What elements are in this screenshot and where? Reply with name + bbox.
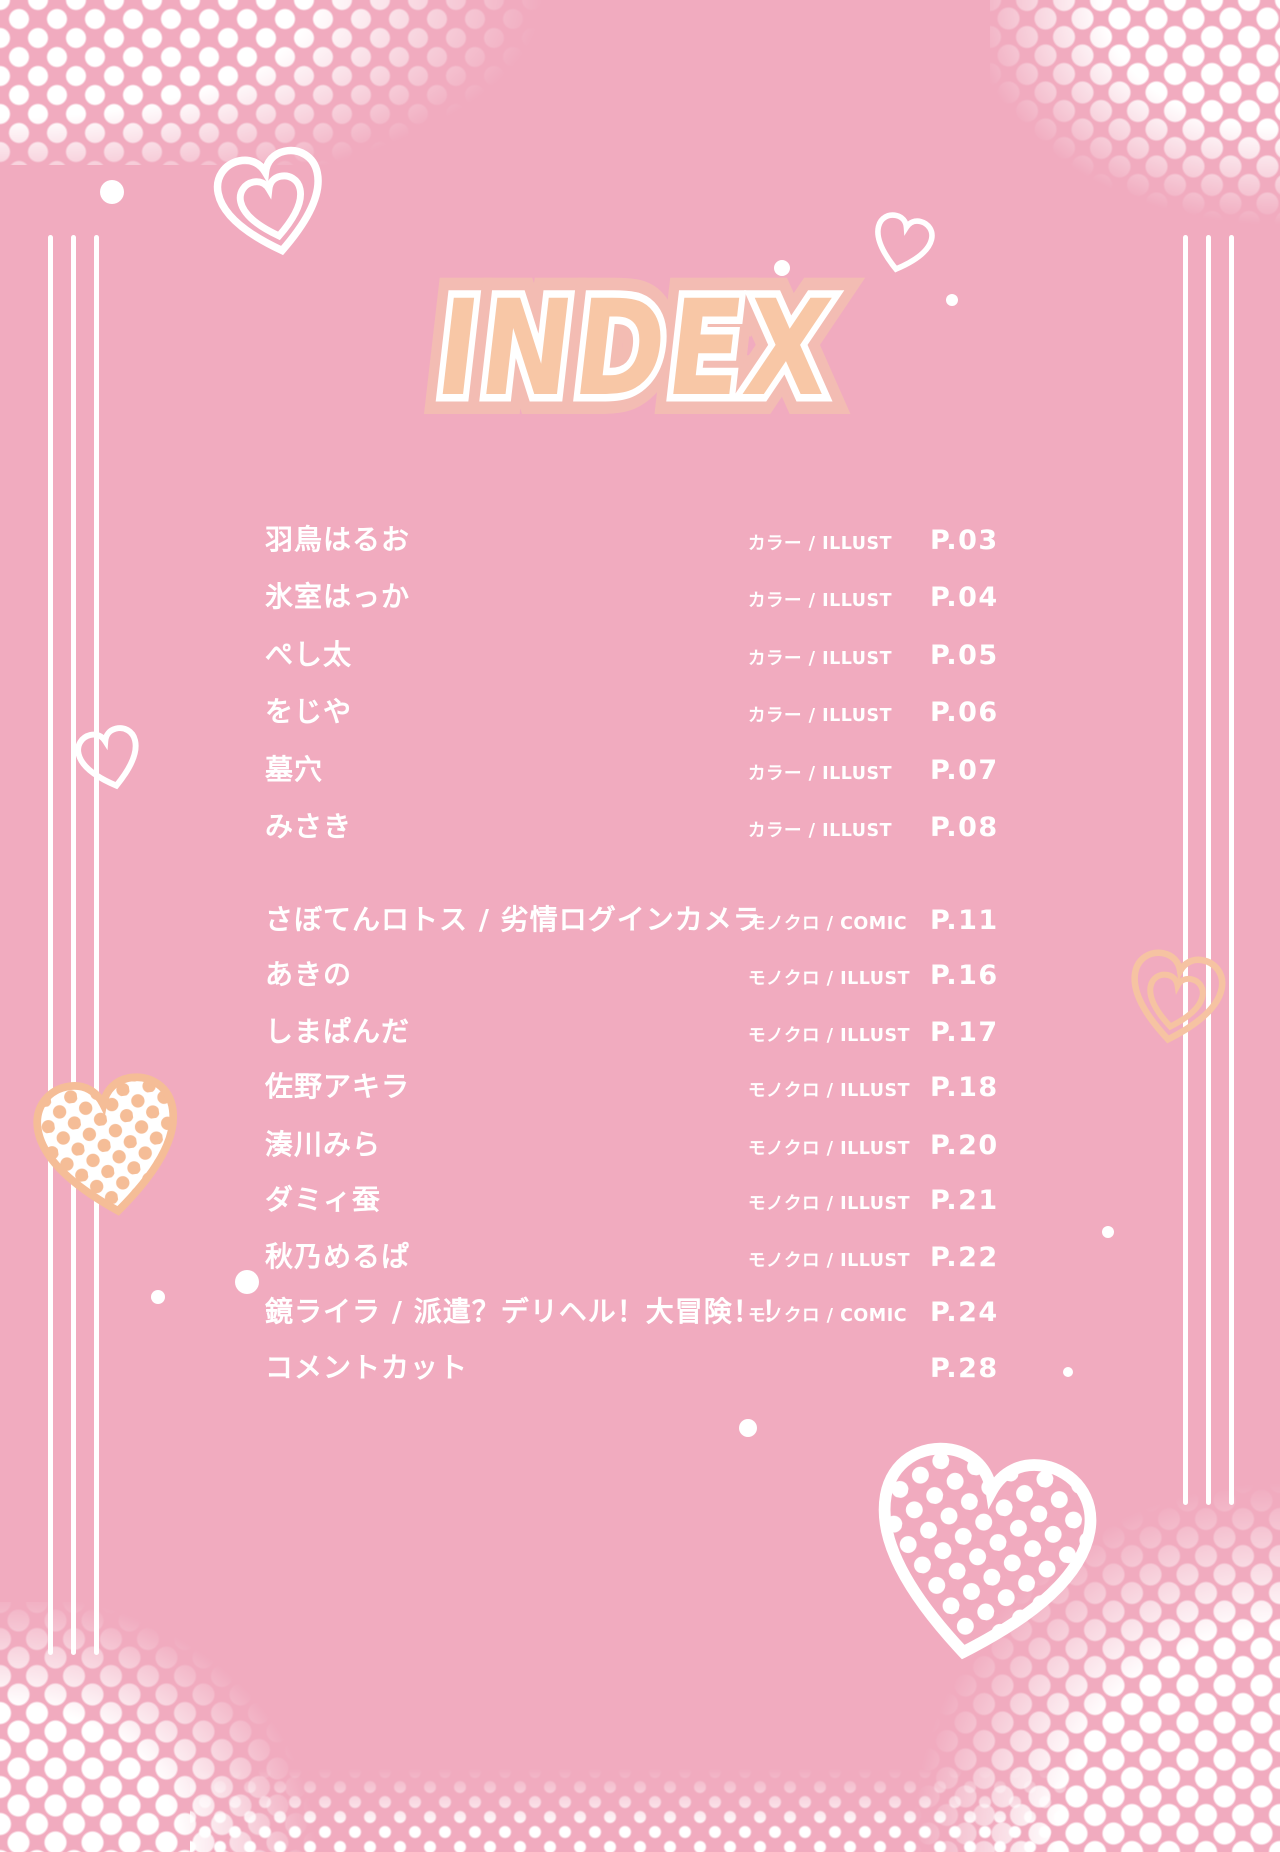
entry-name: をじや bbox=[265, 695, 353, 728]
entry-page: P.18 bbox=[930, 1072, 999, 1103]
entry-page: P.16 bbox=[930, 960, 999, 991]
heart-double-outline-peach-icon bbox=[1117, 942, 1233, 1058]
index-row: しまぱんだ モノクロ / ILLUST P.17 bbox=[265, 1010, 1045, 1050]
entry-page: P.24 bbox=[930, 1297, 999, 1328]
title-white-ring: INDEX bbox=[429, 272, 841, 426]
entry-page: P.06 bbox=[930, 697, 999, 728]
heart-outline-icon bbox=[70, 720, 150, 800]
entry-name: 羽鳥はるお bbox=[265, 523, 411, 556]
entry-category: モノクロ / ILLUST bbox=[748, 1194, 911, 1214]
entry-page: P.03 bbox=[930, 525, 999, 556]
index-row: みさき カラー / ILLUST P.08 bbox=[265, 805, 1045, 845]
entry-category: カラー / ILLUST bbox=[748, 764, 893, 784]
entry-page: P.28 bbox=[930, 1353, 999, 1384]
page-title: INDEX INDEX INDEX bbox=[411, 254, 859, 444]
entry-category: カラー / ILLUST bbox=[748, 534, 893, 554]
heart-polkadot-peach-icon bbox=[22, 1062, 197, 1237]
entry-category: モノクロ / ILLUST bbox=[748, 1081, 911, 1101]
entry-name: ぺし太 bbox=[265, 638, 353, 671]
heart-double-outline-icon bbox=[204, 137, 340, 273]
index-row: 佐野アキラ モノクロ / ILLUST P.18 bbox=[265, 1065, 1045, 1105]
index-row: 羽鳥はるお カラー / ILLUST P.03 bbox=[265, 518, 1045, 558]
entry-page: P.05 bbox=[930, 640, 999, 671]
entry-name: しまぱんだ bbox=[265, 1015, 411, 1048]
sparkle-dot bbox=[151, 1290, 165, 1304]
title-fill: INDEX bbox=[429, 272, 841, 426]
entry-page: P.07 bbox=[930, 755, 999, 786]
index-row: 秋乃めるぱ モノクロ / ILLUST P.22 bbox=[265, 1235, 1045, 1275]
entry-category: モノクロ / COMIC bbox=[748, 1306, 908, 1326]
entry-name: みさき bbox=[265, 810, 353, 843]
index-row: 鏡ライラ / 派遣？デリヘル！大冒険！！ モノクロ / COMIC P.24 bbox=[265, 1290, 1045, 1330]
entry-page: P.20 bbox=[930, 1130, 999, 1161]
sparkle-dot bbox=[235, 1270, 259, 1294]
entry-page: P.11 bbox=[930, 905, 999, 936]
entry-name: さぼてんロトス / 劣情ログインカメラ bbox=[265, 903, 762, 936]
entry-name: 氷室はっか bbox=[265, 580, 411, 613]
title-halo: INDEX bbox=[429, 272, 841, 426]
entry-name: 墓穴 bbox=[265, 753, 324, 786]
index-row: さぼてんロトス / 劣情ログインカメラ モノクロ / COMIC P.11 bbox=[265, 898, 1045, 938]
entry-name: 湊川みら bbox=[265, 1128, 382, 1161]
entry-name: コメントカット bbox=[265, 1351, 469, 1384]
sparkle-dot bbox=[100, 180, 124, 204]
sparkle-dot bbox=[1102, 1226, 1114, 1238]
index-row: あきの モノクロ / ILLUST P.16 bbox=[265, 953, 1045, 993]
entry-category: カラー / ILLUST bbox=[748, 821, 893, 841]
entry-category: モノクロ / COMIC bbox=[748, 914, 908, 934]
halftone-dots-top-left bbox=[0, 0, 700, 165]
index-row: ダミィ蚕 モノクロ / ILLUST P.21 bbox=[265, 1178, 1045, 1218]
entry-category: モノクロ / ILLUST bbox=[748, 1139, 911, 1159]
entry-category: モノクロ / ILLUST bbox=[748, 1251, 911, 1271]
entry-category: モノクロ / ILLUST bbox=[748, 1026, 911, 1046]
heart-polkadot-white-icon bbox=[843, 1423, 1115, 1695]
index-row: 氷室はっか カラー / ILLUST P.04 bbox=[265, 575, 1045, 615]
entry-category: カラー / ILLUST bbox=[748, 649, 893, 669]
entry-category: モノクロ / ILLUST bbox=[748, 969, 911, 989]
entry-page: P.17 bbox=[930, 1017, 999, 1048]
entry-category: カラー / ILLUST bbox=[748, 706, 893, 726]
entry-name: 鏡ライラ / 派遣？デリヘル！大冒険！！ bbox=[265, 1295, 791, 1328]
index-row: ぺし太 カラー / ILLUST P.05 bbox=[265, 633, 1045, 673]
entry-page: P.21 bbox=[930, 1185, 999, 1216]
entry-name: ダミィ蚕 bbox=[265, 1183, 382, 1216]
entry-category: カラー / ILLUST bbox=[748, 591, 893, 611]
index-row: をじや カラー / ILLUST P.06 bbox=[265, 690, 1045, 730]
index-row: コメントカット P.28 bbox=[265, 1346, 1045, 1386]
vertical-lines-right bbox=[1183, 235, 1235, 1505]
sparkle-dot bbox=[739, 1419, 757, 1437]
entry-page: P.08 bbox=[930, 812, 999, 843]
entry-name: 佐野アキラ bbox=[265, 1070, 411, 1103]
index-row: 湊川みら モノクロ / ILLUST P.20 bbox=[265, 1123, 1045, 1163]
entry-name: 秋乃めるぱ bbox=[265, 1240, 411, 1273]
entry-page: P.22 bbox=[930, 1242, 999, 1273]
sparkle-dot bbox=[774, 260, 790, 276]
sparkle-dot bbox=[1063, 1367, 1073, 1377]
halftone-dots-top-right bbox=[990, 0, 1280, 235]
sparkle-dot bbox=[946, 294, 958, 306]
vertical-lines-left bbox=[48, 235, 100, 1655]
entry-page: P.04 bbox=[930, 582, 999, 613]
index-row: 墓穴 カラー / ILLUST P.07 bbox=[265, 748, 1045, 788]
entry-name: あきの bbox=[265, 958, 353, 991]
